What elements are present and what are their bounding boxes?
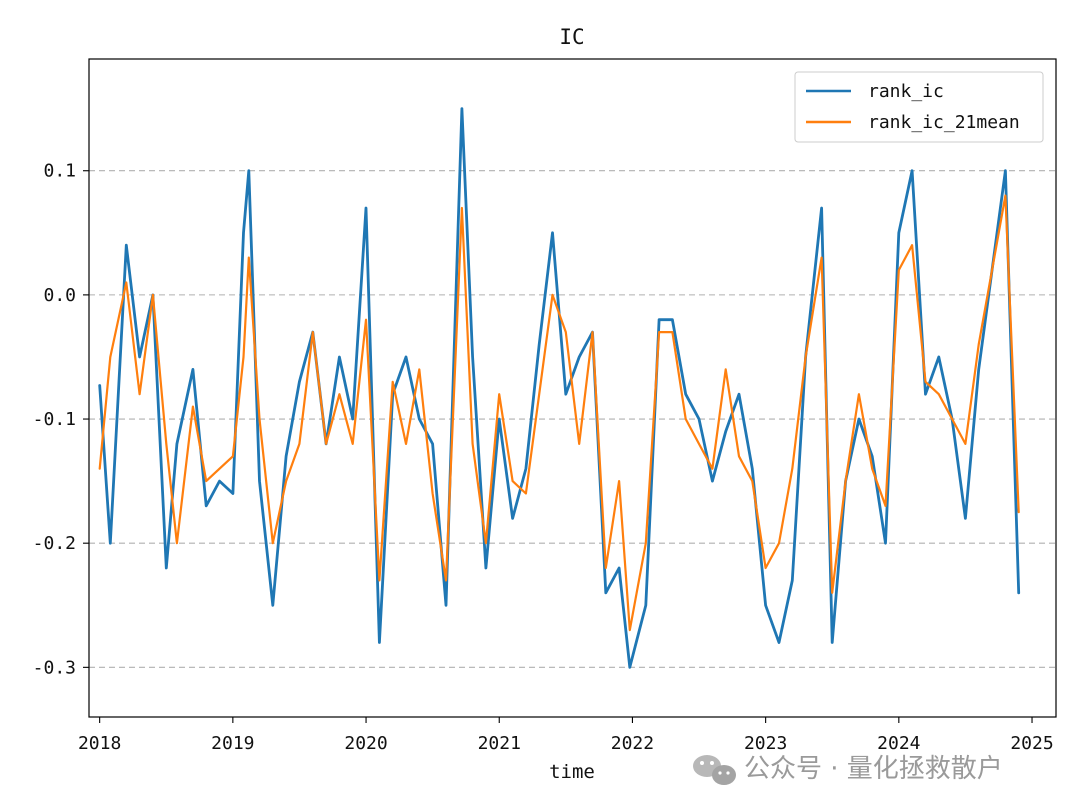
x-tick-label: 2024 xyxy=(877,733,920,754)
y-tick-label: -0.1 xyxy=(33,409,76,430)
watermark-text: 公众号 · 量化拯救散户 xyxy=(744,754,1003,784)
legend-frame xyxy=(794,71,1044,143)
x-tick-label: 2020 xyxy=(344,733,387,754)
watermark: 公众号 · 量化拯救散户 xyxy=(693,754,1003,785)
legend: rank_ic rank_ic_21mean xyxy=(794,71,1044,143)
x-tick-label: 2022 xyxy=(611,733,654,754)
y-tick-label: 0.1 xyxy=(43,161,76,182)
plot-frame xyxy=(88,58,1057,718)
legend-label-rank-ic-21mean: rank_ic_21mean xyxy=(868,112,1020,133)
x-tick-label: 2018 xyxy=(78,733,121,754)
x-tick-label: 2021 xyxy=(478,733,521,754)
legend-label-rank-ic: rank_ic xyxy=(868,81,944,102)
x-tick-label: 2019 xyxy=(211,733,254,754)
y-axis: 0.1 0.0 -0.1 -0.2 -0.3 xyxy=(33,161,89,678)
wechat-icon xyxy=(693,755,736,785)
x-axis-label: time xyxy=(549,761,595,783)
x-tick-label: 2023 xyxy=(744,733,787,754)
y-tick-label: -0.3 xyxy=(33,657,76,678)
y-tick-label: -0.2 xyxy=(33,533,76,554)
y-tick-label: 0.0 xyxy=(43,285,76,306)
chart-title: IC xyxy=(559,25,584,49)
x-axis: 2018 2019 2020 2021 2022 2023 2024 2025 xyxy=(78,717,1054,754)
x-tick-label: 2025 xyxy=(1010,733,1053,754)
series-line-rank-ic xyxy=(98,107,1021,669)
series-layer xyxy=(98,107,1021,669)
series-line-rank-ic-21mean xyxy=(98,194,1020,632)
